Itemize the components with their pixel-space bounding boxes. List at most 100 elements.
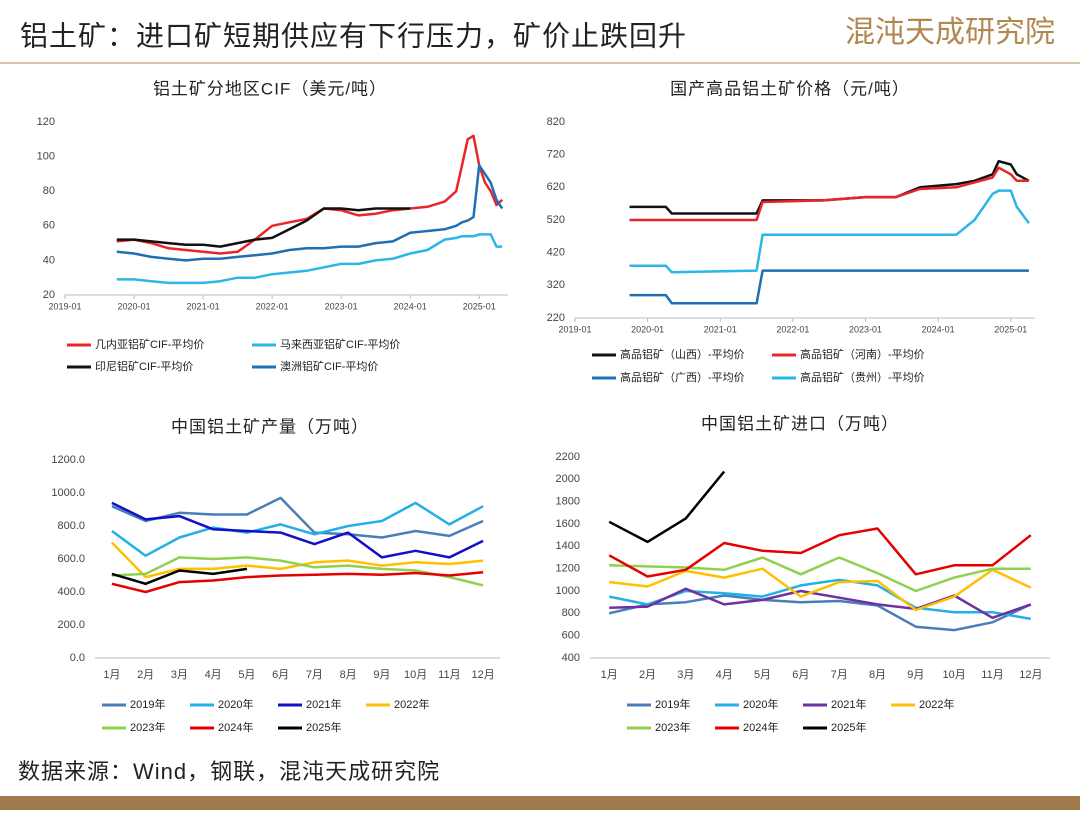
- x-tick-label: 2月: [639, 669, 656, 681]
- x-tick-label: 2024-01: [922, 324, 955, 334]
- x-tick-label: 2025-01: [994, 324, 1027, 334]
- series-line: [629, 189, 1030, 274]
- y-tick-label: 1000.0: [51, 487, 85, 499]
- y-tick-label: 800: [562, 607, 580, 619]
- series-line: [608, 594, 1032, 632]
- x-tick-label: 11月: [981, 669, 1003, 681]
- y-tick-label: 1200.0: [51, 454, 85, 466]
- y-tick-label: 1400: [556, 540, 580, 552]
- x-tick-label: 3月: [171, 669, 188, 681]
- series-line: [609, 567, 1032, 612]
- y-tick-label: 60: [43, 220, 55, 232]
- legend-label: 高品铝矿（河南）-平均价: [800, 347, 925, 361]
- series-line: [629, 166, 1029, 222]
- x-tick-label: 2025-01: [463, 301, 496, 311]
- y-tick-label: 2000: [556, 473, 580, 485]
- legend-label: 2024年: [743, 720, 778, 734]
- series-line: [111, 570, 484, 594]
- x-tick-label: 2020-01: [118, 301, 151, 311]
- series-line: [609, 587, 1032, 620]
- legend-label: 几内亚铝矿CIF-平均价: [95, 337, 204, 351]
- y-tick-label: 600.0: [57, 553, 85, 565]
- x-tick-label: 2月: [137, 669, 154, 681]
- legend-label: 高品铝矿（贵州）-平均价: [800, 370, 925, 384]
- x-tick-label: 2022-01: [256, 301, 289, 311]
- y-tick-label: 820: [547, 116, 565, 128]
- footer-bar: [0, 796, 1080, 810]
- x-tick-label: 7月: [831, 669, 848, 681]
- y-tick-label: 20: [43, 289, 55, 301]
- x-tick-label: 4月: [205, 669, 222, 681]
- logo: 混沌天成研究院: [845, 16, 1055, 49]
- legend-label: 2020年: [218, 697, 253, 711]
- x-tick-label: 3月: [677, 669, 694, 681]
- x-tick-label: 2019-01: [48, 301, 81, 311]
- legend-label: 马来西亚铝矿CIF-平均价: [280, 337, 400, 351]
- x-tick-label: 2024-01: [394, 301, 427, 311]
- source: 数据来源：Wind，钢联，混沌天成研究院: [18, 759, 440, 784]
- y-tick-label: 420: [547, 247, 565, 259]
- legend-label: 2019年: [130, 697, 165, 711]
- y-tick-label: 120: [37, 116, 55, 128]
- legend-label: 2021年: [306, 697, 341, 711]
- x-tick-label: 2019-01: [558, 324, 591, 334]
- x-tick-label: 10月: [404, 669, 427, 681]
- y-tick-label: 220: [547, 312, 565, 324]
- x-tick-label: 12月: [472, 669, 495, 681]
- legend-label: 高品铝矿（广西）-平均价: [620, 370, 745, 384]
- series-line: [629, 159, 1030, 215]
- page-title: 铝土矿：进口矿短期供应有下行压力，矿价止跌回升: [20, 20, 687, 51]
- x-tick-label: 9月: [907, 669, 924, 681]
- x-tick-label: 4月: [716, 669, 733, 681]
- x-tick-label: 6月: [272, 669, 289, 681]
- legend-label: 2024年: [218, 720, 253, 734]
- x-tick-label: 12月: [1019, 669, 1042, 681]
- y-tick-label: 720: [547, 149, 565, 161]
- y-tick-label: 1600: [556, 518, 580, 530]
- x-tick-label: 2020-01: [631, 324, 664, 334]
- legend-label: 2020年: [743, 697, 778, 711]
- legend-label: 2021年: [831, 697, 866, 711]
- chart-title: 中国铝土矿进口（万吨）: [701, 414, 899, 433]
- series-line: [629, 269, 1029, 305]
- x-tick-label: 5月: [754, 669, 771, 681]
- y-tick-label: 1000: [556, 585, 580, 597]
- x-tick-label: 6月: [792, 669, 809, 681]
- series-line: [608, 578, 1032, 621]
- legend-label: 2025年: [306, 720, 341, 734]
- series-line: [111, 501, 484, 557]
- y-tick-label: 400: [562, 652, 580, 664]
- legend-label: 印尼铝矿CIF-平均价: [95, 359, 193, 373]
- x-tick-label: 2023-01: [325, 301, 358, 311]
- series-line: [116, 164, 504, 262]
- legend-label: 2022年: [394, 697, 429, 711]
- legend-label: 2023年: [130, 720, 165, 734]
- x-tick-label: 2023-01: [849, 324, 882, 334]
- series-line: [116, 207, 411, 248]
- x-tick-label: 5月: [238, 669, 255, 681]
- y-tick-label: 320: [547, 279, 565, 291]
- y-tick-label: 1200: [556, 563, 580, 575]
- y-tick-label: 620: [547, 181, 565, 193]
- y-tick-label: 0.0: [70, 652, 85, 664]
- legend-label: 高品铝矿（山西）-平均价: [620, 347, 745, 361]
- series-line: [111, 556, 484, 587]
- x-tick-label: 2022-01: [776, 324, 809, 334]
- x-tick-label: 2021-01: [704, 324, 737, 334]
- y-tick-label: 520: [547, 214, 565, 226]
- x-tick-label: 10月: [943, 669, 966, 681]
- legend-label: 2025年: [831, 720, 866, 734]
- y-tick-label: 40: [43, 254, 55, 266]
- series-line: [111, 496, 484, 539]
- series-line: [111, 501, 484, 559]
- chart-title: 国产高品铝土矿价格（元/吨）: [670, 79, 910, 98]
- legend-label: 2019年: [655, 697, 690, 711]
- series-line: [608, 527, 1032, 578]
- y-tick-label: 1800: [556, 496, 580, 508]
- series-line: [111, 541, 484, 579]
- chart-title: 中国铝土矿产量（万吨）: [171, 417, 369, 436]
- x-tick-label: 1月: [103, 669, 120, 681]
- y-tick-label: 80: [43, 185, 55, 197]
- x-tick-label: 11月: [438, 669, 460, 681]
